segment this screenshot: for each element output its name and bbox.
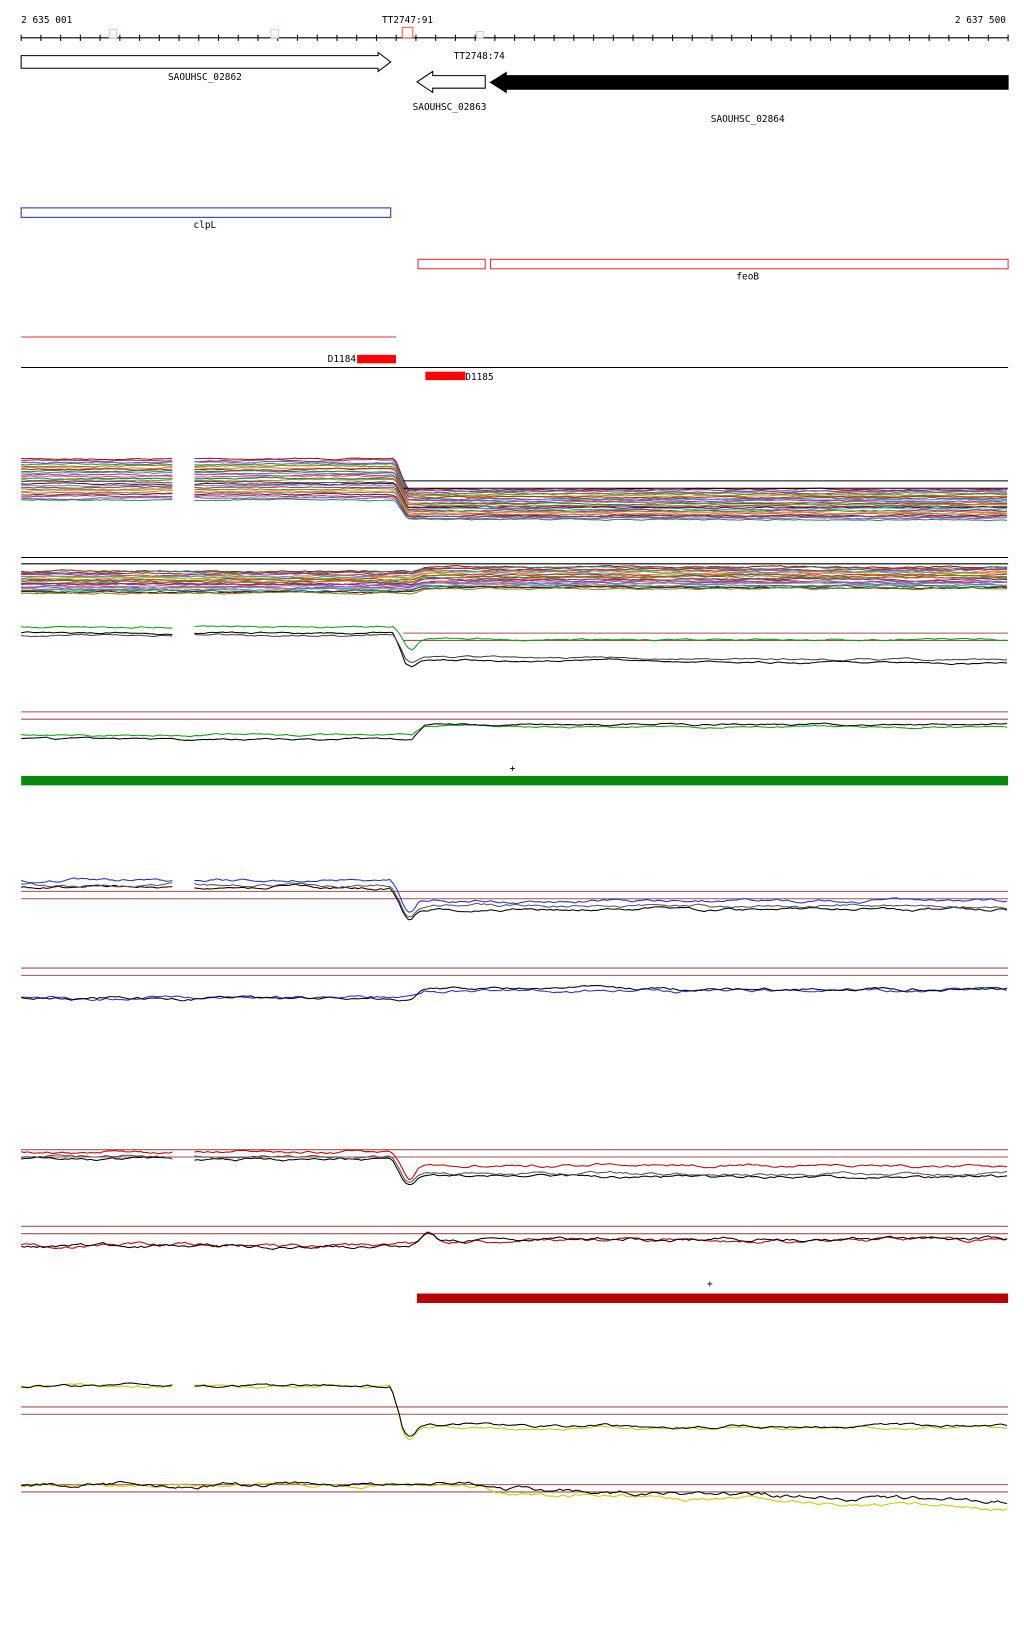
gene-arrow [416, 70, 486, 94]
signal-trace [21, 1383, 1008, 1441]
probe-block [425, 371, 466, 381]
probe-label: D1185 [465, 372, 493, 383]
annotation-box [20, 207, 392, 218]
gene-arrow [20, 51, 392, 73]
gene-arrow [489, 71, 1009, 94]
signal-trace [21, 582, 1008, 590]
signal-trace [21, 487, 1008, 513]
signal-trace [21, 489, 1008, 515]
signal-trace [21, 882, 1008, 918]
signal-trace [21, 574, 1008, 582]
strand-mark: + [707, 1279, 713, 1290]
signal-trace [21, 469, 1008, 501]
signal-trace [21, 458, 1008, 493]
signal-trace [21, 484, 1008, 511]
signal-trace [21, 478, 1008, 508]
strand-mark: + [510, 764, 516, 775]
terminator-box [108, 28, 118, 39]
signal-trace [21, 633, 1008, 664]
signal-trace [21, 491, 1008, 516]
terminator-box [270, 28, 279, 39]
annotation-box [489, 258, 1009, 270]
signal-trace [21, 984, 1008, 1002]
signal-tracks [20, 457, 1009, 1512]
signal-trace [21, 631, 1008, 668]
signal-trace [21, 722, 1008, 741]
annotation-label: clpL [194, 220, 217, 231]
ruler-end: 2 637 500 [955, 15, 1006, 26]
signal-trace [21, 883, 1008, 921]
gene-label: SAOUHSC_02863 [413, 102, 487, 113]
signal-trace [21, 496, 1008, 520]
signal-trace [21, 625, 1008, 651]
signal-trace [21, 457, 1008, 492]
signal-trace [21, 574, 1008, 584]
signal-trace [21, 482, 1008, 510]
signal-trace [21, 474, 1008, 504]
signal-trace [21, 572, 1008, 580]
ruler-start: 2 635 001 [21, 15, 72, 26]
signal-trace [21, 566, 1008, 574]
ruler: 2 635 001 2 637 500 TT2747:91 TT2748:74 [20, 15, 1009, 62]
signal-trace [21, 1156, 1008, 1185]
signal-trace [21, 498, 1008, 522]
signal-trace [21, 577, 1008, 586]
gene-label: SAOUHSC_02862 [168, 72, 242, 83]
genes: SAOUHSC_02862 SAOUHSC_02863 SAOUHSC_0286… [20, 51, 1009, 125]
terminator-label: TT2747:91 [382, 15, 433, 26]
signal-trace [21, 492, 1008, 518]
ruler-ticks [20, 34, 1009, 41]
terminator-box [401, 26, 414, 39]
signal-trace [21, 464, 1008, 497]
signal-trace [21, 1149, 1008, 1180]
signal-trace [21, 1481, 1008, 1505]
signal-trace [21, 494, 1008, 519]
annotation-label: feoB [736, 271, 759, 282]
strand-bar [416, 1293, 1009, 1303]
signal-trace [21, 580, 1008, 588]
terminator-box [476, 30, 484, 39]
signal-trace [21, 1382, 1008, 1437]
gene-label: SAOUHSC_02864 [711, 114, 785, 125]
signal-trace [20, 1482, 1008, 1512]
signal-trace [21, 467, 1008, 499]
annotations: clpL feoB [20, 207, 1009, 282]
signal-trace [21, 581, 1008, 590]
strand-bar [21, 775, 1009, 786]
probe-label: D1184 [328, 354, 357, 365]
signal-trace [21, 471, 1008, 502]
probe-block [357, 354, 396, 364]
probes: D1184 D1185 [21, 336, 1009, 383]
signal-trace [21, 986, 1008, 1002]
signal-trace [21, 460, 1008, 494]
signal-trace [21, 1232, 1008, 1250]
signal-trace [21, 1154, 1008, 1183]
signal-trace [21, 877, 1008, 913]
signal-trace [21, 724, 1008, 737]
annotation-box [417, 258, 486, 270]
signal-trace [21, 586, 1008, 596]
terminator-label: TT2748:74 [454, 51, 505, 62]
